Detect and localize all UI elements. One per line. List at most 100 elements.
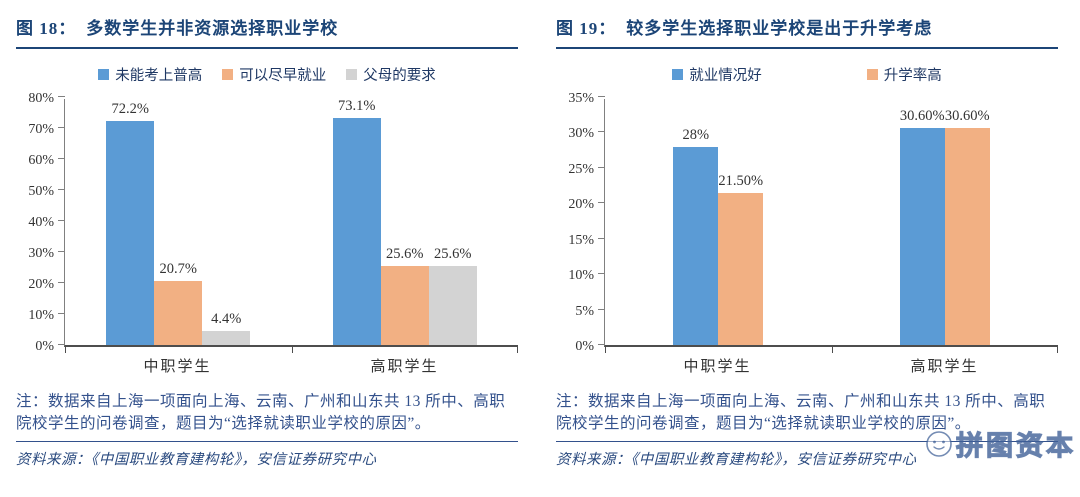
figure-panel-19: 图 19： 较多学生选择职业学校是出于升学考虑 就业情况好 升学率高 0% 5% 10…	[540, 0, 1080, 497]
y-tick-mark	[598, 344, 605, 345]
y-tick-label: 70%	[28, 122, 54, 137]
bar-chart: 0% 10% 20% 30% 40% 50% 60% 70% 80% 72.2% 20.7% 4.4…	[16, 91, 518, 354]
y-tick-mark	[58, 282, 65, 283]
legend-label: 升学率高	[883, 68, 942, 84]
category-label: 中职学生	[143, 359, 212, 375]
legend-swatch	[98, 69, 110, 80]
x-tick-mark	[1057, 347, 1058, 353]
legend-label: 就业情况好	[689, 68, 762, 84]
bar-value-label: 20.7%	[159, 260, 197, 277]
legend-label: 父母的要求	[363, 68, 436, 84]
legend-item: 父母的要求	[346, 64, 436, 85]
y-tick-label: 80%	[28, 91, 54, 106]
y-tick-mark	[598, 273, 605, 275]
legend-swatch	[346, 69, 358, 80]
chart-legend: 未能考上普高 可以尽早就业 父母的要求	[16, 64, 518, 85]
y-tick-mark	[598, 308, 605, 310]
figure-number: 图 19：	[556, 19, 617, 38]
x-tick-mark	[65, 347, 66, 353]
y-tick-mark	[598, 96, 605, 97]
bar: 21.50%	[718, 173, 764, 345]
y-tick-label: 0%	[35, 339, 54, 354]
y-tick-mark	[58, 344, 65, 345]
bar-group: 28% 21.50%	[673, 127, 764, 345]
y-tick-label: 10%	[568, 268, 594, 284]
chart-note: 注：数据来自上海一项面向上海、云南、广州和山东共 13 所中、高职院校学生的问卷…	[556, 391, 1058, 442]
category-label: 中职学生	[683, 359, 752, 375]
figure-title: 多数学生并非资源选择职业学校	[86, 19, 339, 38]
bar: 30.60%	[899, 108, 945, 345]
figure-panel-18: 图 18： 多数学生并非资源选择职业学校 未能考上普高 可以尽早就业 父母的要求 0…	[16, 14, 518, 468]
y-tick-label: 25%	[568, 161, 594, 177]
bar: 20.7%	[154, 261, 203, 345]
y-tick-mark	[58, 313, 65, 314]
bar-group: 73.1% 25.6% 25.6%	[332, 98, 477, 345]
x-tick-mark	[517, 347, 518, 353]
legend-item: 升学率高	[866, 64, 942, 85]
y-tick-mark	[598, 166, 605, 168]
bar: 72.2%	[106, 101, 155, 345]
bar: 25.6%	[428, 246, 477, 345]
x-axis-labels: 中职学生 高职学生	[604, 355, 1058, 376]
chart-source: 资料来源：《中国职业教育建构轮》，安信证券研究中心	[16, 451, 377, 468]
y-tick-label: 10%	[28, 308, 54, 323]
y-tick-label: 35%	[568, 91, 594, 106]
bar-value-label: 25.6%	[386, 245, 424, 262]
bar-value-label: 30.60%	[944, 108, 990, 125]
bar-value-label: 4.4%	[211, 311, 242, 328]
x-tick-mark	[605, 347, 606, 353]
bar: 30.60%	[944, 108, 990, 345]
y-tick-mark	[58, 127, 65, 128]
legend-item: 未能考上普高	[98, 64, 202, 85]
bar-value-label: 25.6%	[434, 245, 472, 262]
y-axis: 0% 5% 10% 15% 20% 25% 30% 35%	[556, 91, 604, 354]
bar: 73.1%	[332, 98, 381, 345]
bar: 25.6%	[380, 246, 429, 345]
figure-number: 图 18：	[16, 19, 77, 38]
plot-area: 72.2% 20.7% 4.4% 73.1% 25.6% 25.6%	[58, 96, 518, 353]
bar-value-label: 73.1%	[338, 98, 376, 115]
bar-value-label: 30.60%	[899, 108, 945, 125]
bar: 4.4%	[202, 311, 251, 345]
legend-item: 就业情况好	[672, 64, 762, 85]
y-tick-mark	[58, 189, 65, 190]
figure-header: 图 19： 较多学生选择职业学校是出于升学考虑	[556, 14, 1058, 49]
chart-legend: 就业情况好 升学率高	[556, 64, 1058, 85]
y-tick-label: 40%	[28, 215, 54, 230]
legend-swatch	[866, 69, 878, 80]
y-tick-label: 20%	[568, 197, 594, 213]
y-tick-label: 30%	[28, 246, 54, 261]
y-tick-mark	[58, 158, 65, 159]
figure-title: 较多学生选择职业学校是出于升学考虑	[626, 19, 933, 38]
plot-area: 28% 21.50% 30.60% 30.60%	[598, 96, 1058, 353]
legend-swatch	[222, 69, 234, 80]
legend-swatch	[672, 69, 684, 80]
y-tick-mark	[58, 251, 65, 252]
legend-item: 可以尽早就业	[222, 64, 326, 85]
y-tick-label: 50%	[28, 184, 54, 199]
x-axis-labels: 中职学生 高职学生	[64, 355, 518, 376]
bar-group: 72.2% 20.7% 4.4%	[106, 101, 251, 345]
y-tick-mark	[58, 220, 65, 221]
y-tick-label: 0%	[575, 339, 594, 354]
x-tick-mark	[291, 347, 293, 353]
y-tick-label: 15%	[568, 232, 594, 248]
x-tick-mark	[831, 347, 833, 353]
legend-label: 可以尽早就业	[239, 68, 327, 84]
y-axis: 0% 10% 20% 30% 40% 50% 60% 70% 80%	[16, 91, 64, 354]
y-tick-label: 60%	[28, 153, 54, 168]
y-tick-mark	[598, 237, 605, 239]
bar-chart: 0% 5% 10% 15% 20% 25% 30% 35% 28% 21.50% 30.60% 30…	[556, 91, 1058, 354]
category-label: 高职学生	[370, 359, 439, 375]
category-label: 高职学生	[910, 359, 979, 375]
y-tick-mark	[58, 96, 65, 97]
chart-source: 资料来源：《中国职业教育建构轮》，安信证券研究中心	[556, 451, 917, 468]
bar-value-label: 72.2%	[111, 101, 149, 118]
bar-group: 30.60% 30.60%	[899, 108, 990, 345]
y-tick-mark	[598, 131, 605, 133]
y-tick-label: 5%	[575, 303, 594, 319]
figure-header: 图 18： 多数学生并非资源选择职业学校	[16, 14, 518, 49]
y-tick-label: 30%	[568, 126, 594, 142]
y-tick-mark	[598, 202, 605, 204]
